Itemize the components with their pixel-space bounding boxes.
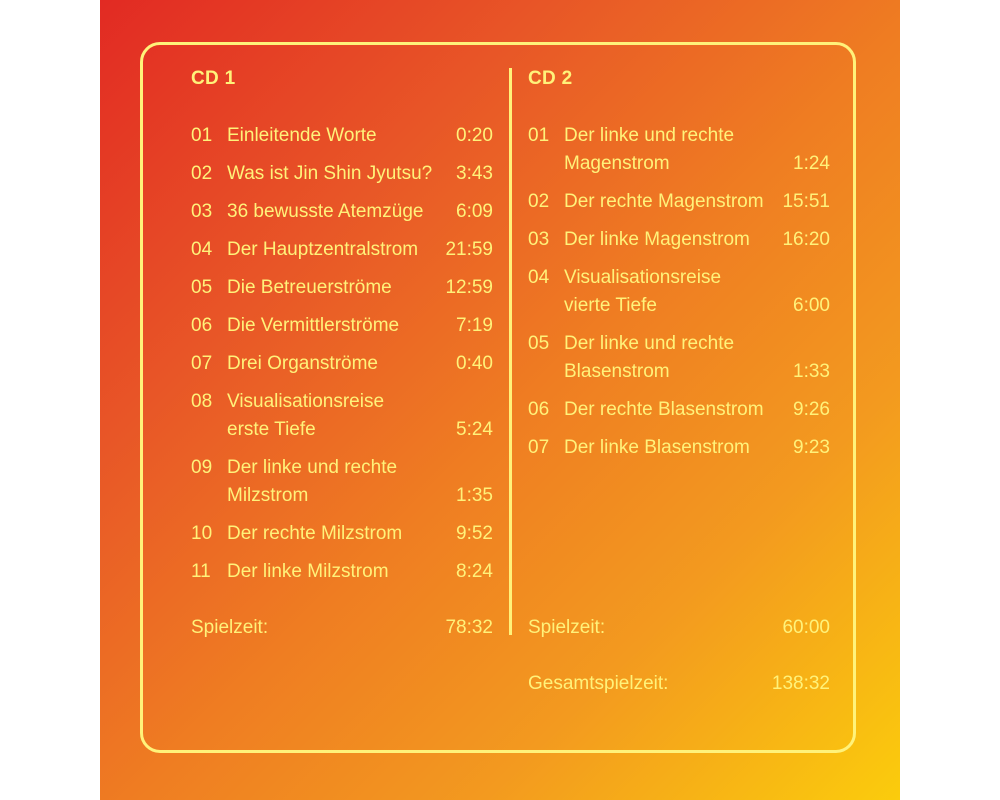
track-row: 08 Visualisationsreise erste Tiefe 5:24 [191, 388, 493, 444]
track-duration: 6:00 [793, 295, 830, 316]
track-number: 03 [191, 201, 213, 222]
track-number: 05 [191, 277, 213, 298]
track-duration: 1:24 [793, 153, 830, 174]
track-title: Der linke und rechte Magenstrom [564, 125, 735, 174]
track-title: Der linke Magenstrom [564, 229, 750, 250]
track-title: Der rechte Magenstrom [564, 191, 764, 212]
track-row: 03 36 bewusste Atemzüge 6:09 [191, 198, 493, 226]
track-row: 04 Visualisationsreise vierte Tiefe 6:00 [528, 264, 830, 320]
track-row: 01 Einleitende Worte 0:20 [191, 122, 493, 150]
track-duration: 12:59 [445, 277, 493, 298]
track-number: 09 [191, 457, 213, 478]
track-duration: 6:09 [456, 201, 493, 222]
track-number: 01 [191, 125, 213, 146]
track-row: 09 Der linke und rechte Milzstrom 1:35 [191, 454, 493, 510]
cd2-heading: CD 2 [528, 68, 573, 89]
cd2-total-row: Gesamtspielzeit: 138:32 [528, 670, 830, 698]
cd2-playtime-label: Spielzeit: [528, 617, 606, 638]
track-duration: 1:33 [793, 361, 830, 382]
track-row: 02 Was ist Jin Shin Jyutsu? 3:43 [191, 160, 493, 188]
track-number: 05 [528, 333, 550, 354]
track-title: Der Hauptzentralstrom [227, 239, 419, 260]
track-row: 10 Der rechte Milzstrom 9:52 [191, 520, 493, 548]
track-number: 06 [528, 399, 550, 420]
track-title: 36 bewusste Atemzüge [227, 201, 424, 222]
track-duration: 0:20 [456, 125, 493, 146]
track-row: 07 Drei Organströme 0:40 [191, 350, 493, 378]
track-row: 05 Die Betreuerströme 12:59 [191, 274, 493, 302]
track-duration: 9:26 [793, 399, 830, 420]
cd2-playtime-value: 60:00 [782, 617, 830, 638]
track-number: 07 [191, 353, 213, 374]
track-title: Die Vermittlerströme [227, 315, 400, 336]
track-number: 02 [191, 163, 213, 184]
track-duration: 9:23 [793, 437, 830, 458]
track-row: 05 Der linke und rechte Blasenstrom 1:33 [528, 330, 830, 386]
track-title: Einleitende Worte [227, 125, 377, 146]
track-row: 07 Der linke Blasenstrom 9:23 [528, 434, 830, 462]
track-duration: 3:43 [456, 163, 493, 184]
cd1-heading: CD 1 [191, 68, 236, 89]
track-row: 04 Der Hauptzentralstrom 21:59 [191, 236, 493, 264]
track-title: Die Betreuerströme [227, 277, 392, 298]
track-title: Der rechte Milzstrom [227, 523, 403, 544]
track-duration: 5:24 [456, 419, 493, 440]
track-row: 06 Die Vermittlerströme 7:19 [191, 312, 493, 340]
track-title: Der linke und rechte Milzstrom [227, 457, 398, 506]
total-playtime-value: 138:32 [771, 673, 830, 694]
rounded-frame [140, 42, 856, 753]
track-title: Der linke und rechte Blasenstrom [564, 333, 735, 382]
track-title: Was ist Jin Shin Jyutsu? [227, 163, 433, 184]
track-duration: 16:20 [782, 229, 830, 250]
track-number: 01 [528, 125, 550, 146]
cd1-playtime-label: Spielzeit: [191, 617, 269, 638]
cd1-playtime-value: 78:32 [445, 617, 493, 638]
track-number: 04 [191, 239, 213, 260]
track-duration: 7:19 [456, 315, 493, 336]
column-divider [509, 68, 512, 635]
cd1-playtime-row: Spielzeit: 78:32 [191, 614, 493, 642]
track-duration: 9:52 [456, 523, 493, 544]
track-number: 03 [528, 229, 550, 250]
track-duration: 21:59 [445, 239, 493, 260]
total-playtime-label: Gesamtspielzeit: [528, 673, 669, 694]
track-row: 02 Der rechte Magenstrom 15:51 [528, 188, 830, 216]
track-row: 01 Der linke und rechte Magenstrom 1:24 [528, 122, 830, 178]
track-title: Drei Organströme [227, 353, 378, 374]
track-number: 06 [191, 315, 213, 336]
cd1-track-list: 01 Einleitende Worte 0:20 02 Was ist Jin Shi… [191, 122, 493, 596]
track-duration: 15:51 [782, 191, 830, 212]
track-row: 06 Der rechte Blasenstrom 9:26 [528, 396, 830, 424]
track-number: 02 [528, 191, 550, 212]
cd2-playtime-row: Spielzeit: 60:00 [528, 614, 830, 642]
track-duration: 8:24 [456, 561, 493, 582]
track-number: 04 [528, 267, 550, 288]
track-number: 10 [191, 523, 213, 544]
track-title: Der linke Blasenstrom [564, 437, 750, 458]
track-title: Visualisationsreise vierte Tiefe [564, 267, 722, 316]
track-duration: 1:35 [456, 485, 493, 506]
track-row: 03 Der linke Magenstrom 16:20 [528, 226, 830, 254]
track-title: Der linke Milzstrom [227, 561, 389, 582]
track-duration: 0:40 [456, 353, 493, 374]
track-row: 11 Der linke Milzstrom 8:24 [191, 558, 493, 586]
cd-tracklist-cover: CD 1 01 Einleitende Worte 0:20 02 Was ist Ji… [100, 0, 900, 800]
track-number: 11 [191, 561, 211, 582]
track-title: Der rechte Blasenstrom [564, 399, 764, 420]
track-number: 07 [528, 437, 550, 458]
track-number: 08 [191, 391, 213, 412]
track-title: Visualisationsreise erste Tiefe [227, 391, 385, 440]
cd2-track-list: 01 Der linke und rechte Magenstrom 1:24 02 D… [528, 122, 830, 472]
